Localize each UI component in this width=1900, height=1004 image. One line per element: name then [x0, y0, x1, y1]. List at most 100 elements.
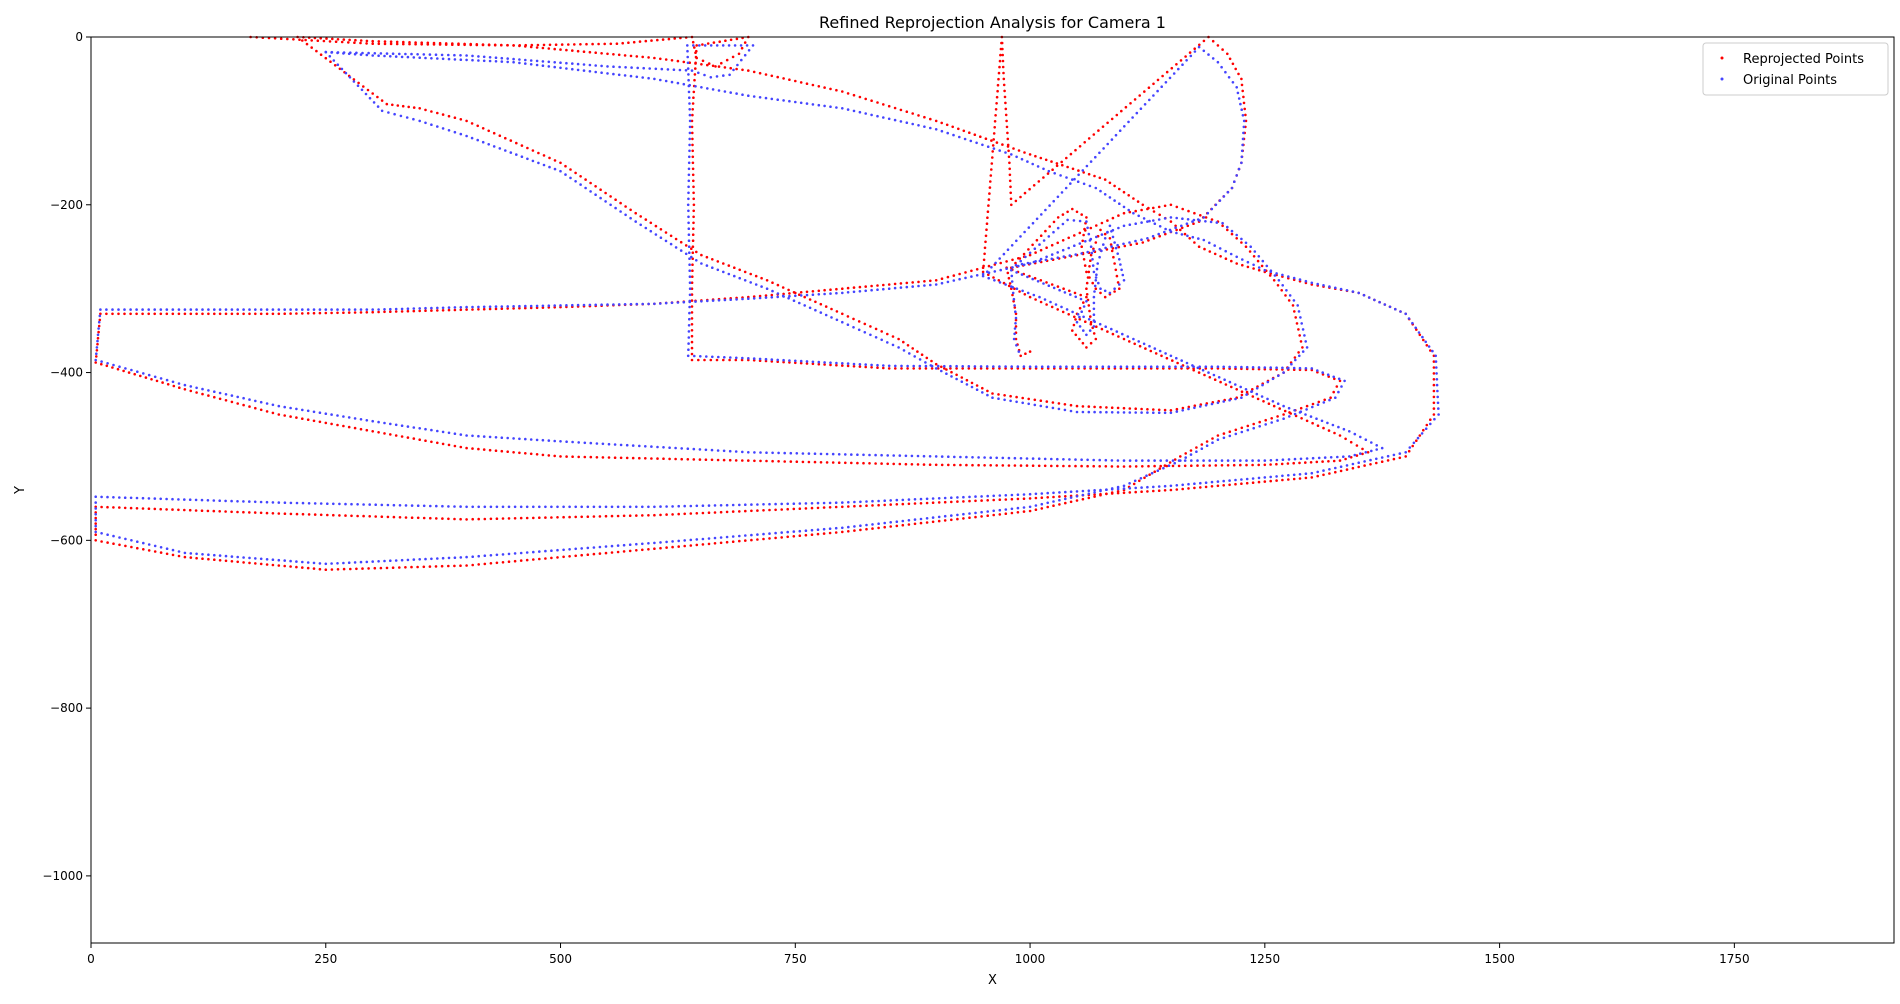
data-point	[1432, 372, 1436, 375]
data-point	[436, 309, 439, 312]
data-point	[538, 505, 541, 509]
data-point	[1208, 250, 1212, 253]
data-point	[823, 288, 826, 292]
data-point	[808, 298, 812, 301]
data-point	[441, 430, 445, 434]
data-point	[459, 517, 462, 521]
data-point	[400, 435, 404, 438]
data-point	[518, 44, 521, 48]
data-point	[1035, 238, 1039, 242]
data-point	[1018, 290, 1021, 293]
data-point	[1128, 459, 1132, 462]
data-point	[1050, 305, 1054, 309]
data-point	[1434, 354, 1437, 358]
data-point	[404, 504, 408, 507]
data-point	[1175, 410, 1179, 413]
data-point	[212, 499, 216, 502]
data-point	[574, 180, 577, 183]
data-point	[1093, 284, 1097, 288]
data-point	[1056, 195, 1060, 199]
data-point	[895, 520, 899, 523]
data-point	[1108, 181, 1112, 185]
data-point	[609, 203, 612, 207]
data-point	[548, 43, 552, 47]
data-point	[483, 562, 487, 566]
data-point	[436, 125, 439, 128]
data-point	[1153, 222, 1157, 225]
data-point	[365, 42, 368, 45]
data-point	[712, 41, 716, 44]
data-point	[559, 161, 562, 165]
data-point	[811, 293, 815, 297]
data-point	[694, 62, 697, 65]
data-point	[271, 403, 275, 407]
data-point	[483, 554, 487, 557]
data-point	[1047, 235, 1051, 238]
data-point	[1228, 365, 1231, 369]
data-point	[336, 568, 340, 571]
data-point	[996, 83, 1000, 87]
data-point	[1392, 453, 1396, 457]
data-point	[265, 511, 269, 515]
data-point	[1421, 335, 1424, 339]
data-point	[1230, 229, 1234, 233]
data-point	[316, 39, 320, 42]
data-point	[1025, 457, 1029, 460]
data-point	[100, 540, 103, 543]
data-point	[1011, 266, 1014, 269]
data-point	[1071, 329, 1074, 332]
data-point	[994, 114, 997, 117]
data-point	[582, 50, 586, 53]
data-point	[1255, 392, 1259, 396]
data-point	[635, 302, 639, 306]
series-original	[94, 44, 1440, 566]
data-point	[995, 464, 998, 467]
data-point	[1102, 243, 1105, 246]
data-point	[1089, 322, 1093, 326]
data-point	[301, 39, 304, 42]
data-point	[688, 287, 692, 291]
data-point	[1120, 268, 1123, 272]
data-point	[945, 123, 949, 127]
data-point	[535, 306, 539, 310]
data-point	[1111, 235, 1115, 239]
data-point	[451, 42, 454, 45]
data-point	[1329, 396, 1332, 400]
data-point	[688, 293, 692, 297]
data-point	[1078, 219, 1082, 223]
data-point	[1153, 464, 1156, 468]
data-point	[130, 545, 133, 549]
data-point	[688, 269, 691, 273]
data-point	[701, 504, 705, 508]
data-point	[974, 511, 977, 515]
data-point	[986, 389, 989, 393]
data-point	[1186, 224, 1190, 228]
data-point	[1016, 511, 1020, 514]
data-point	[1099, 228, 1102, 232]
data-point	[692, 458, 696, 461]
data-point	[1098, 322, 1102, 326]
data-point	[1327, 460, 1330, 463]
data-point	[1080, 213, 1083, 216]
data-point	[923, 115, 926, 119]
data-point	[863, 322, 867, 326]
data-point	[1064, 490, 1067, 494]
data-point	[695, 538, 699, 541]
data-point	[1355, 454, 1359, 457]
data-point	[100, 360, 103, 363]
data-point	[629, 302, 633, 306]
data-point	[609, 195, 612, 198]
data-point	[459, 308, 463, 312]
data-point	[1026, 291, 1030, 295]
data-point	[946, 280, 950, 284]
data-point	[716, 260, 720, 263]
data-point	[689, 538, 693, 542]
data-point	[1186, 218, 1190, 221]
data-point	[410, 52, 413, 56]
data-point	[301, 566, 304, 569]
data-point	[547, 47, 551, 50]
data-point	[295, 407, 298, 411]
data-point	[1305, 457, 1309, 460]
data-point	[453, 505, 456, 508]
data-point	[1175, 484, 1179, 487]
